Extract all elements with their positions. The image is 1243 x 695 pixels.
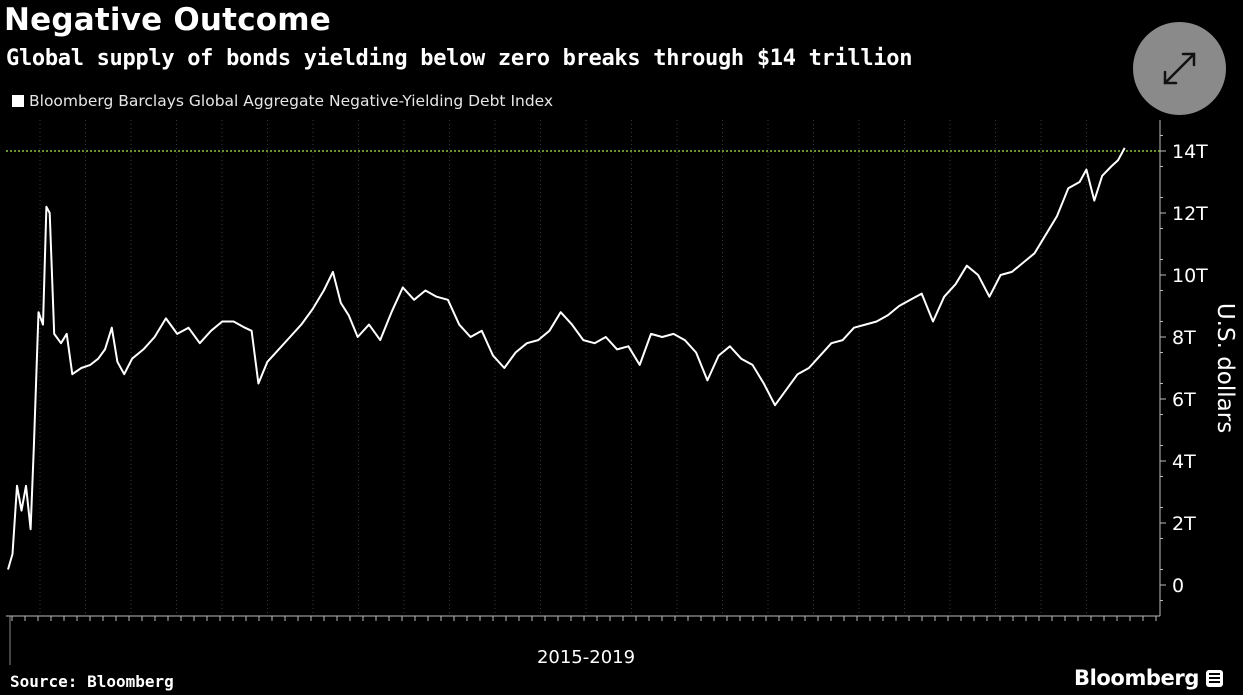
y-tick-label: 4T (1172, 451, 1196, 473)
legend-label: Bloomberg Barclays Global Aggregate Nega… (29, 92, 554, 110)
brand: Bloomberg (1074, 666, 1223, 690)
expand-arrows-icon (1163, 52, 1196, 85)
y-tick-label: 14T (1172, 141, 1208, 163)
x-axis-label: 2015-2019 (537, 647, 635, 668)
y-tick-label: 10T (1172, 265, 1208, 287)
brand-name: Bloomberg (1073, 666, 1199, 690)
expand-button[interactable] (1133, 22, 1226, 115)
y-tick-label: 0 (1172, 575, 1184, 597)
legend: Bloomberg Barclays Global Aggregate Nega… (12, 92, 553, 110)
y-tick-label: 8T (1172, 327, 1196, 349)
y-tick-label: 12T (1172, 203, 1208, 225)
chart-subtitle: Global supply of bonds yielding below ze… (6, 46, 913, 71)
series-line (7, 147, 1126, 570)
y-tick-label: 2T (1172, 513, 1196, 535)
y-tick-label: 6T (1172, 389, 1196, 411)
legend-swatch (12, 95, 24, 107)
source-note: Source: Bloomberg (10, 672, 174, 691)
bloomberg-terminal-icon (1206, 669, 1223, 687)
y-axis-label: U.S. dollars (1212, 303, 1238, 433)
chart-title: Negative Outcome (4, 2, 331, 38)
